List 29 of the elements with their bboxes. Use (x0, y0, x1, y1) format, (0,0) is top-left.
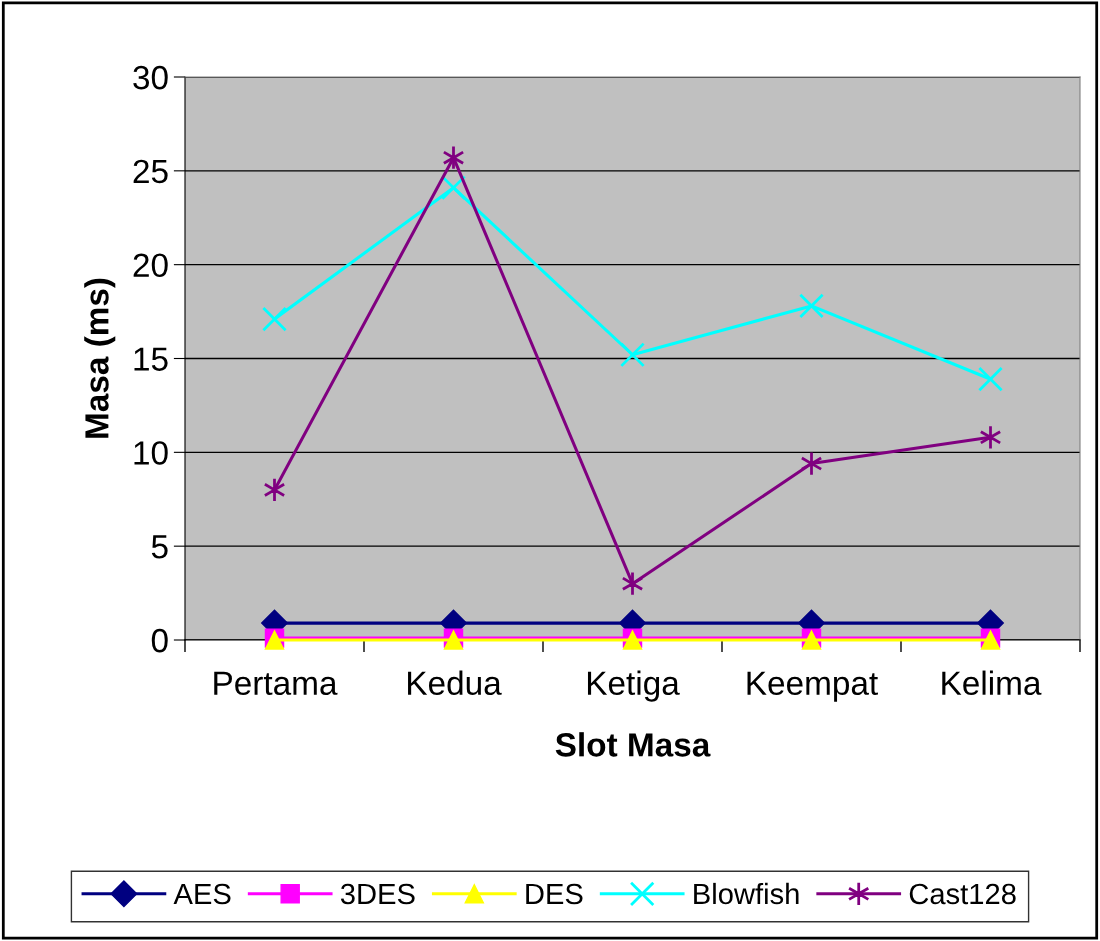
legend-label: Cast128 (909, 883, 1016, 905)
y-tick-label: 20 (133, 253, 168, 278)
point (442, 145, 465, 171)
y-tick-label: 25 (133, 159, 168, 184)
legend-label: 3DES (340, 883, 415, 905)
x-tick-label: Kedua (408, 670, 502, 696)
y-tick-label: 10 (134, 441, 168, 465)
point (978, 366, 1003, 392)
point (263, 477, 286, 503)
legend-label: Blowfish (694, 882, 799, 905)
point (620, 342, 645, 368)
point (799, 293, 824, 319)
x-tick-label: Keempat (747, 671, 878, 702)
point (979, 424, 1002, 450)
y-tick-label: 5 (151, 535, 168, 559)
x-tick-label: Pertama (214, 671, 338, 696)
x-tick-label: Kelima (942, 670, 1042, 696)
y-tick-label: 0 (151, 628, 168, 653)
y-tick-label: 15 (134, 347, 168, 371)
y-tick-label: 30 (133, 65, 168, 90)
x-axis-title: Slot Masa (555, 732, 711, 757)
point (800, 451, 823, 477)
point (441, 175, 466, 201)
y-axis-title: Masa (ms) (84, 278, 116, 438)
point (621, 571, 644, 597)
point (262, 306, 287, 332)
x-tick-label: Ketiga (587, 670, 680, 702)
legend-label: DES (526, 883, 583, 905)
legend-label: AES (173, 883, 231, 905)
